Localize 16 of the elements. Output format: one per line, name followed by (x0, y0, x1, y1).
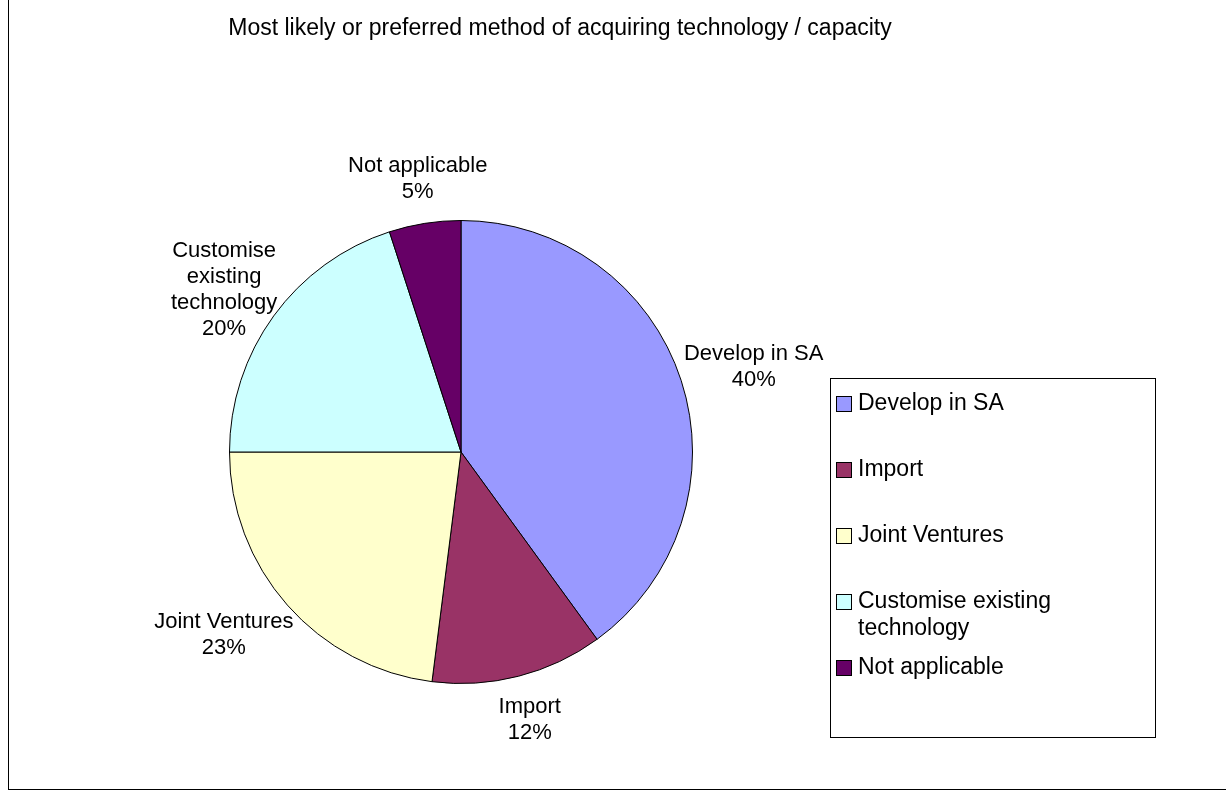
slice-label: Develop in SA (683, 339, 824, 365)
data-label: 5% (401, 177, 434, 203)
legend-label: Not applicable (858, 653, 1004, 680)
slice-label: Customise existing technology (170, 236, 278, 314)
slice-label: Joint Ventures (154, 607, 294, 633)
data-label: 12% (507, 718, 552, 744)
legend-label: Customise existing technology (858, 587, 1053, 641)
legend-label: Joint Ventures (858, 521, 1004, 548)
chart-title: Most likely or preferred method of acquiring technology / capacity (227, 14, 893, 41)
data-label: 40% (731, 365, 776, 391)
legend-label: Import (858, 455, 924, 482)
slice-label: Import (498, 692, 561, 718)
slice-label: Not applicable (348, 151, 488, 177)
data-label: 23% (201, 633, 246, 659)
data-label: 20% (202, 314, 247, 340)
legend-label: Develop in SA (858, 389, 1004, 416)
